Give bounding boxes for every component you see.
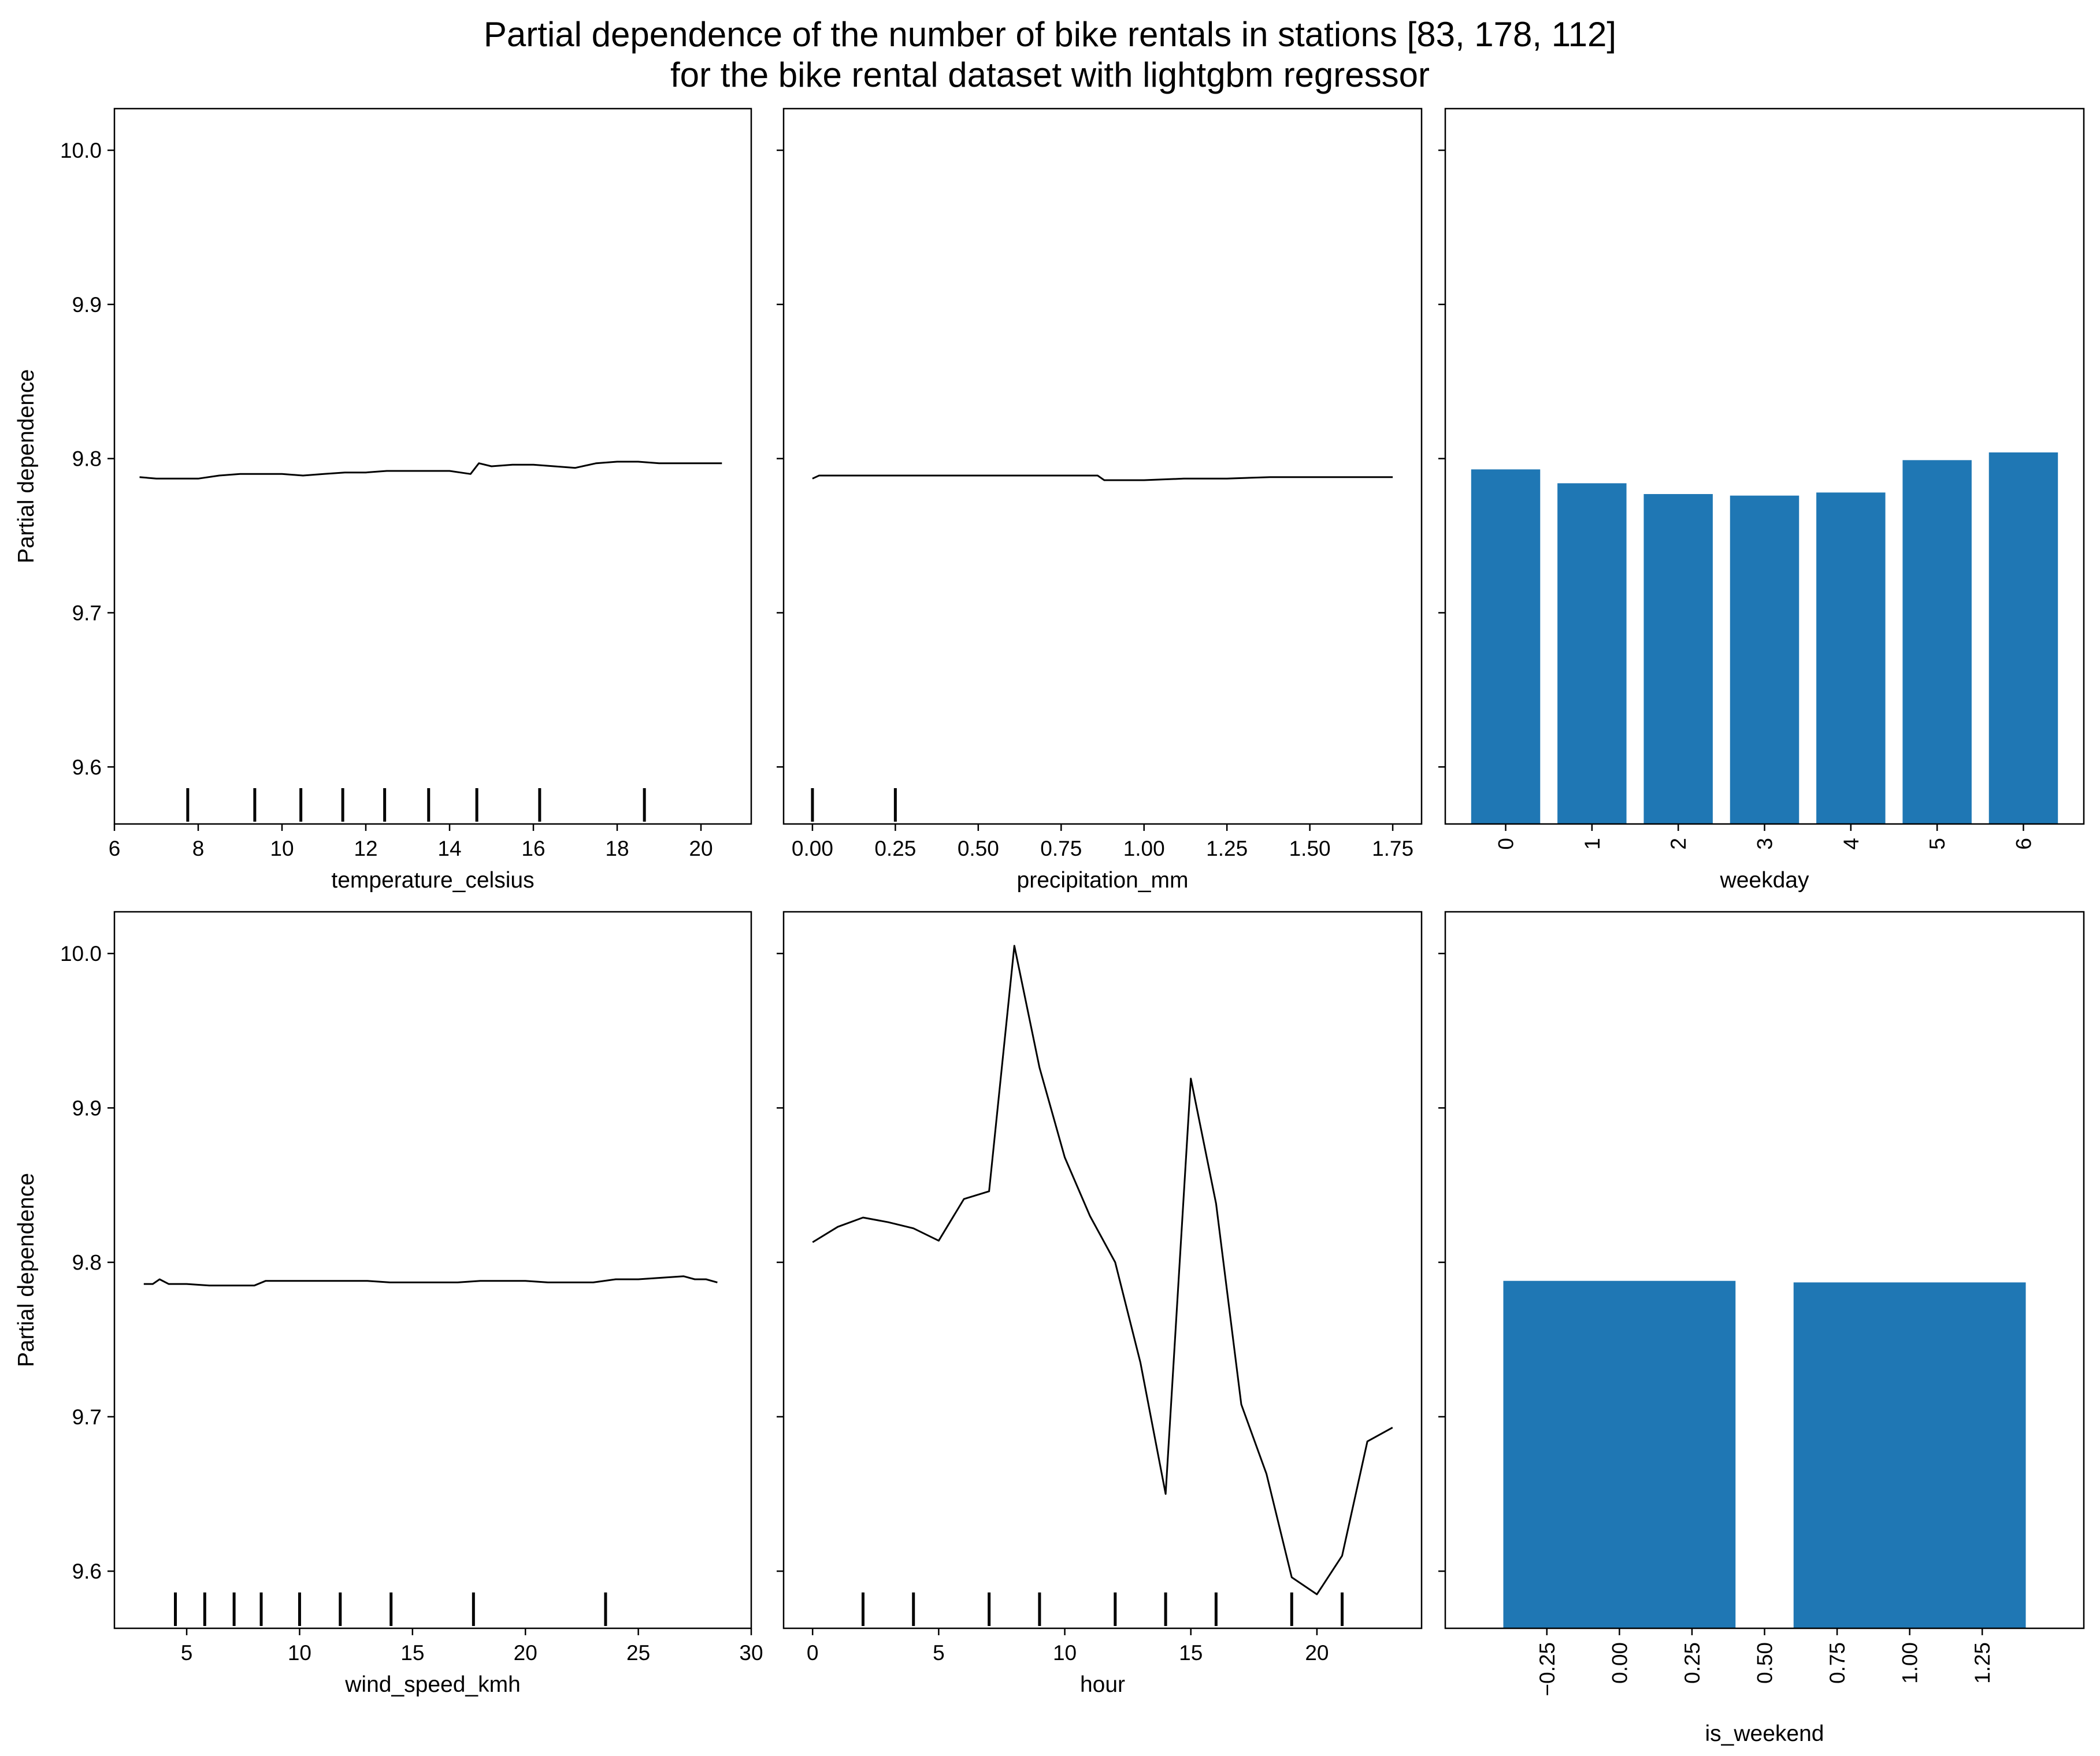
bar-0	[1503, 1280, 1736, 1628]
x-tick-label: 5	[181, 1641, 193, 1665]
x-tick-label: 4	[1839, 838, 1863, 850]
y-tick-label: 10.0	[60, 942, 102, 966]
subplot-3: 0 1 2 3 4 5 6 weekday	[1438, 107, 2085, 893]
x-tick-label: 0.00	[792, 837, 833, 860]
subplot-2: 0.00 0.25 0.50 0.75 1.00 1.25 1.50 1.75 precipit…	[777, 107, 1423, 893]
y-tick-label: 9.9	[72, 1096, 102, 1120]
x-tick-label: 0.50	[1753, 1642, 1777, 1684]
x-tick-label: 15	[400, 1641, 424, 1665]
x-tick-label: 1	[1580, 838, 1604, 850]
x-tick-label: 5	[933, 1641, 945, 1665]
x-tick-label: 10	[270, 837, 294, 860]
x-tick-label: 0	[1494, 838, 1518, 850]
x-tick-label: 1.50	[1289, 837, 1331, 860]
bar-1	[1557, 483, 1627, 824]
x-tick-label: 14	[437, 837, 461, 860]
axes-frame	[113, 107, 752, 825]
x-tick-label: 1.00	[1123, 837, 1165, 860]
y-tick-label: 9.7	[72, 601, 102, 625]
x-tick-label: 10	[1053, 1641, 1077, 1665]
bar-0	[1471, 469, 1541, 824]
x-axis-label: weekday	[1720, 868, 1809, 893]
x-tick-label: −0.25	[1535, 1642, 1559, 1696]
bar-1	[1793, 1282, 2026, 1628]
x-tick-label: 1.25	[1971, 1642, 1994, 1684]
subplot-4: 9.6 9.7 9.8 9.9 10.0 5 10 15 20 25 30 wind_speed_km…	[14, 911, 763, 1697]
x-tick-label: 10	[288, 1641, 311, 1665]
bar-4	[1816, 492, 1886, 824]
x-tick-label: 3	[1753, 838, 1777, 850]
y-axis-label: Partial dependence	[14, 1173, 39, 1367]
subplot-5: 0 5 10 15 20 hour	[777, 911, 1423, 1697]
x-axis-label: is_weekend	[1705, 1721, 1824, 1746]
x-tick-label: 6	[2012, 838, 2035, 850]
x-tick-label: 1.00	[1898, 1642, 1922, 1684]
figure-title-line-1: Partial dependence of the number of bike…	[484, 15, 1616, 54]
x-tick-label: 25	[626, 1641, 650, 1665]
y-tick-label: 9.9	[72, 293, 102, 317]
x-tick-label: 0.25	[1680, 1642, 1704, 1684]
y-tick-label: 9.7	[72, 1405, 102, 1429]
x-tick-label: 1.25	[1206, 837, 1248, 860]
x-axis-label: wind_speed_kmh	[344, 1672, 521, 1697]
x-axis-label: hour	[1080, 1672, 1125, 1697]
x-axis-label: precipitation_mm	[1017, 868, 1189, 893]
x-tick-label: 30	[739, 1641, 763, 1665]
x-tick-label: 18	[605, 837, 629, 860]
x-tick-label: 0.75	[1826, 1642, 1849, 1684]
x-tick-label: 1.75	[1372, 837, 1413, 860]
subplot-1: 9.6 9.7 9.8 9.9 10.0 6 8 10 12 14 16 18 20 temperatur…	[14, 107, 752, 893]
x-tick-label: 2	[1667, 838, 1690, 850]
x-tick-label: 0.50	[958, 837, 999, 860]
x-tick-label: 20	[1305, 1641, 1329, 1665]
y-tick-label: 9.6	[72, 755, 102, 779]
y-tick-label: 9.8	[72, 447, 102, 471]
x-tick-label: 16	[521, 837, 545, 860]
bar-3	[1730, 495, 1800, 824]
partial-dependence-line	[139, 461, 722, 480]
axes-frame	[782, 911, 1423, 1629]
figure-title-line-2: for the bike rental dataset with lightgb…	[670, 55, 1430, 94]
x-tick-label: 6	[109, 837, 121, 860]
partial-dependence-line	[143, 1275, 718, 1287]
y-tick-label: 10.0	[60, 139, 102, 162]
partial-dependence-line	[812, 945, 1393, 1595]
bar-5	[1902, 460, 1972, 824]
partial-dependence-line	[812, 474, 1393, 481]
x-tick-label: 0	[807, 1641, 819, 1665]
axes-frame	[782, 107, 1423, 825]
x-tick-label: 15	[1179, 1641, 1203, 1665]
bar-6	[1988, 452, 2058, 824]
subplot-6: −0.25 0.00 0.25 0.50 0.75 1.00 1.25 is_weekend	[1438, 911, 2085, 1746]
y-axis-label: Partial dependence	[14, 369, 39, 563]
x-tick-label: 20	[514, 1641, 537, 1665]
x-tick-label: 20	[689, 837, 713, 860]
x-tick-label: 12	[354, 837, 377, 860]
axes-frame	[113, 911, 752, 1629]
x-axis-label: temperature_celsius	[331, 868, 534, 893]
subplot-grid: 9.69.79.89.910.06 8 10 12 14 16 18 20temperatur…	[14, 107, 2085, 1746]
x-tick-label: 0.00	[1608, 1642, 1631, 1684]
x-tick-label: 8	[192, 837, 205, 860]
y-tick-label: 9.6	[72, 1560, 102, 1583]
bar-2	[1643, 494, 1713, 824]
x-tick-label: 0.75	[1040, 837, 1082, 860]
x-tick-label: 5	[1925, 838, 1949, 850]
y-tick-label: 9.8	[72, 1251, 102, 1275]
x-tick-label: 0.25	[874, 837, 916, 860]
